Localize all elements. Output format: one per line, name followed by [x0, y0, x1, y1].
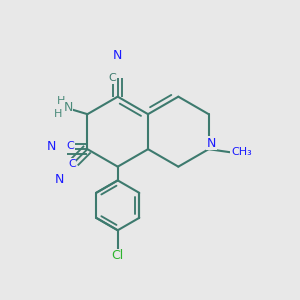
Text: C: C [109, 73, 117, 83]
Text: N: N [64, 101, 73, 114]
Text: N: N [47, 140, 56, 153]
Text: C: C [67, 142, 75, 152]
Text: H: H [54, 109, 62, 119]
Text: N: N [113, 49, 122, 62]
Text: C: C [68, 159, 76, 169]
Text: N: N [55, 172, 64, 186]
Text: Cl: Cl [112, 249, 124, 262]
Text: CH₃: CH₃ [231, 148, 252, 158]
Text: H: H [57, 96, 66, 106]
Text: N: N [207, 137, 216, 150]
